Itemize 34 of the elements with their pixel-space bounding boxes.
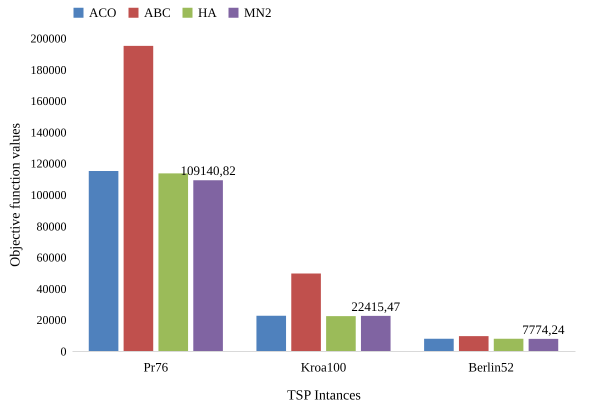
legend-label: ACO xyxy=(89,4,116,20)
bar xyxy=(458,336,489,351)
bar xyxy=(291,274,321,351)
bar xyxy=(88,171,118,351)
data-label: 7774,24 xyxy=(522,322,566,337)
bar xyxy=(494,338,524,351)
y-axis-title: Objective function values xyxy=(8,123,24,267)
x-tick-label: Kroa100 xyxy=(300,360,346,374)
legend-label: HA xyxy=(198,4,218,20)
y-tick-label: 80000 xyxy=(36,219,66,234)
y-tick-label: 40000 xyxy=(36,282,66,296)
x-tick-label: Pr76 xyxy=(144,360,169,374)
data-label: 22415,47 xyxy=(351,298,401,314)
y-tick-label: 120000 xyxy=(30,156,66,171)
x-tick-label: Berlin52 xyxy=(468,360,514,374)
y-tick-label: 0 xyxy=(60,344,66,358)
y-tick-label: 180000 xyxy=(30,62,66,77)
y-tick-label: 140000 xyxy=(30,125,66,140)
bar xyxy=(528,338,558,351)
legend-label: MN2 xyxy=(244,4,272,20)
x-axis-title: TSP Intances xyxy=(287,388,361,404)
y-tick-label: 200000 xyxy=(30,32,66,46)
bar xyxy=(424,338,454,351)
bar xyxy=(360,316,391,351)
y-tick-label: 100000 xyxy=(30,188,66,202)
bar xyxy=(256,316,286,351)
y-tick-label: 160000 xyxy=(30,94,66,108)
legend-label: ABC xyxy=(144,4,171,20)
bar xyxy=(193,180,223,351)
bar xyxy=(124,46,154,351)
y-tick-label: 60000 xyxy=(36,250,66,265)
data-label: 109140,82 xyxy=(180,163,236,178)
y-tick-label: 20000 xyxy=(36,313,66,328)
bar xyxy=(326,316,356,351)
